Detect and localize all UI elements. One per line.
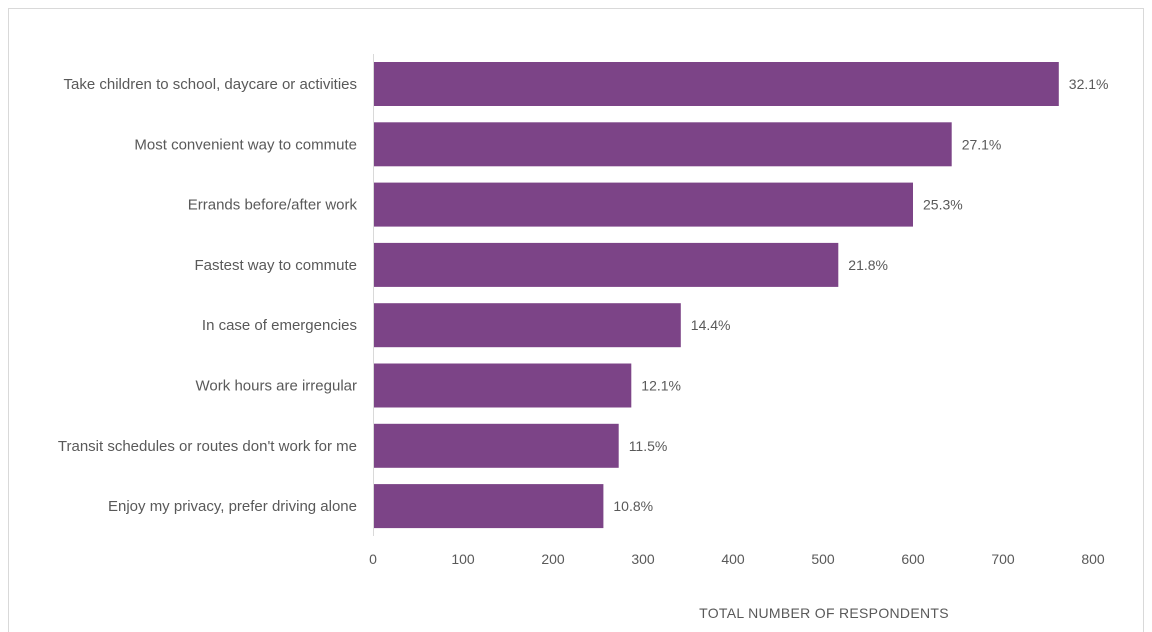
category-label: Fastest way to commute — [194, 257, 357, 274]
data-label: 25.3% — [923, 197, 963, 213]
x-tick-label: 300 — [631, 551, 655, 567]
bar — [374, 484, 604, 529]
data-label: 11.5% — [629, 438, 668, 454]
bar — [374, 303, 681, 348]
data-label: 14.4% — [691, 317, 731, 333]
category-label: Work hours are irregular — [196, 378, 357, 395]
category-labels: Take children to school, daycare or acti… — [58, 76, 358, 515]
data-label: 21.8% — [848, 257, 888, 273]
bar — [374, 122, 952, 167]
x-tick-label: 100 — [451, 551, 475, 567]
data-label: 10.8% — [613, 498, 653, 514]
x-axis-title: TOTAL NUMBER OF RESPONDENTS — [699, 605, 949, 621]
x-axis-ticks: 0 100 200 300 400 500 600 700 800 — [369, 551, 1105, 567]
bar — [374, 242, 839, 287]
bar — [374, 363, 632, 408]
category-label: Errands before/after work — [188, 197, 358, 214]
data-label: 12.1% — [641, 378, 681, 394]
x-tick-label: 200 — [541, 551, 565, 567]
category-label: Take children to school, daycare or acti… — [64, 76, 357, 93]
category-label: In case of emergencies — [202, 317, 357, 334]
bar — [374, 182, 913, 227]
category-label: Enjoy my privacy, prefer driving alone — [108, 498, 357, 515]
category-label: Most convenient way to commute — [134, 136, 357, 153]
x-tick-label: 800 — [1081, 551, 1105, 567]
bars-group — [374, 62, 1059, 529]
x-tick-label: 400 — [721, 551, 745, 567]
data-label: 32.1% — [1069, 76, 1109, 92]
bar — [374, 423, 619, 468]
x-tick-label: 500 — [811, 551, 835, 567]
x-tick-label: 0 — [369, 551, 377, 567]
bar — [374, 62, 1059, 106]
data-label: 27.1% — [962, 136, 1002, 152]
category-label: Transit schedules or routes don't work f… — [58, 438, 357, 455]
data-labels: 32.1% 27.1% 25.3% 21.8% 14.4% 12.1% 11.5% 10.8% — [613, 76, 1108, 514]
x-tick-label: 600 — [901, 551, 925, 567]
x-tick-label: 700 — [991, 551, 1015, 567]
